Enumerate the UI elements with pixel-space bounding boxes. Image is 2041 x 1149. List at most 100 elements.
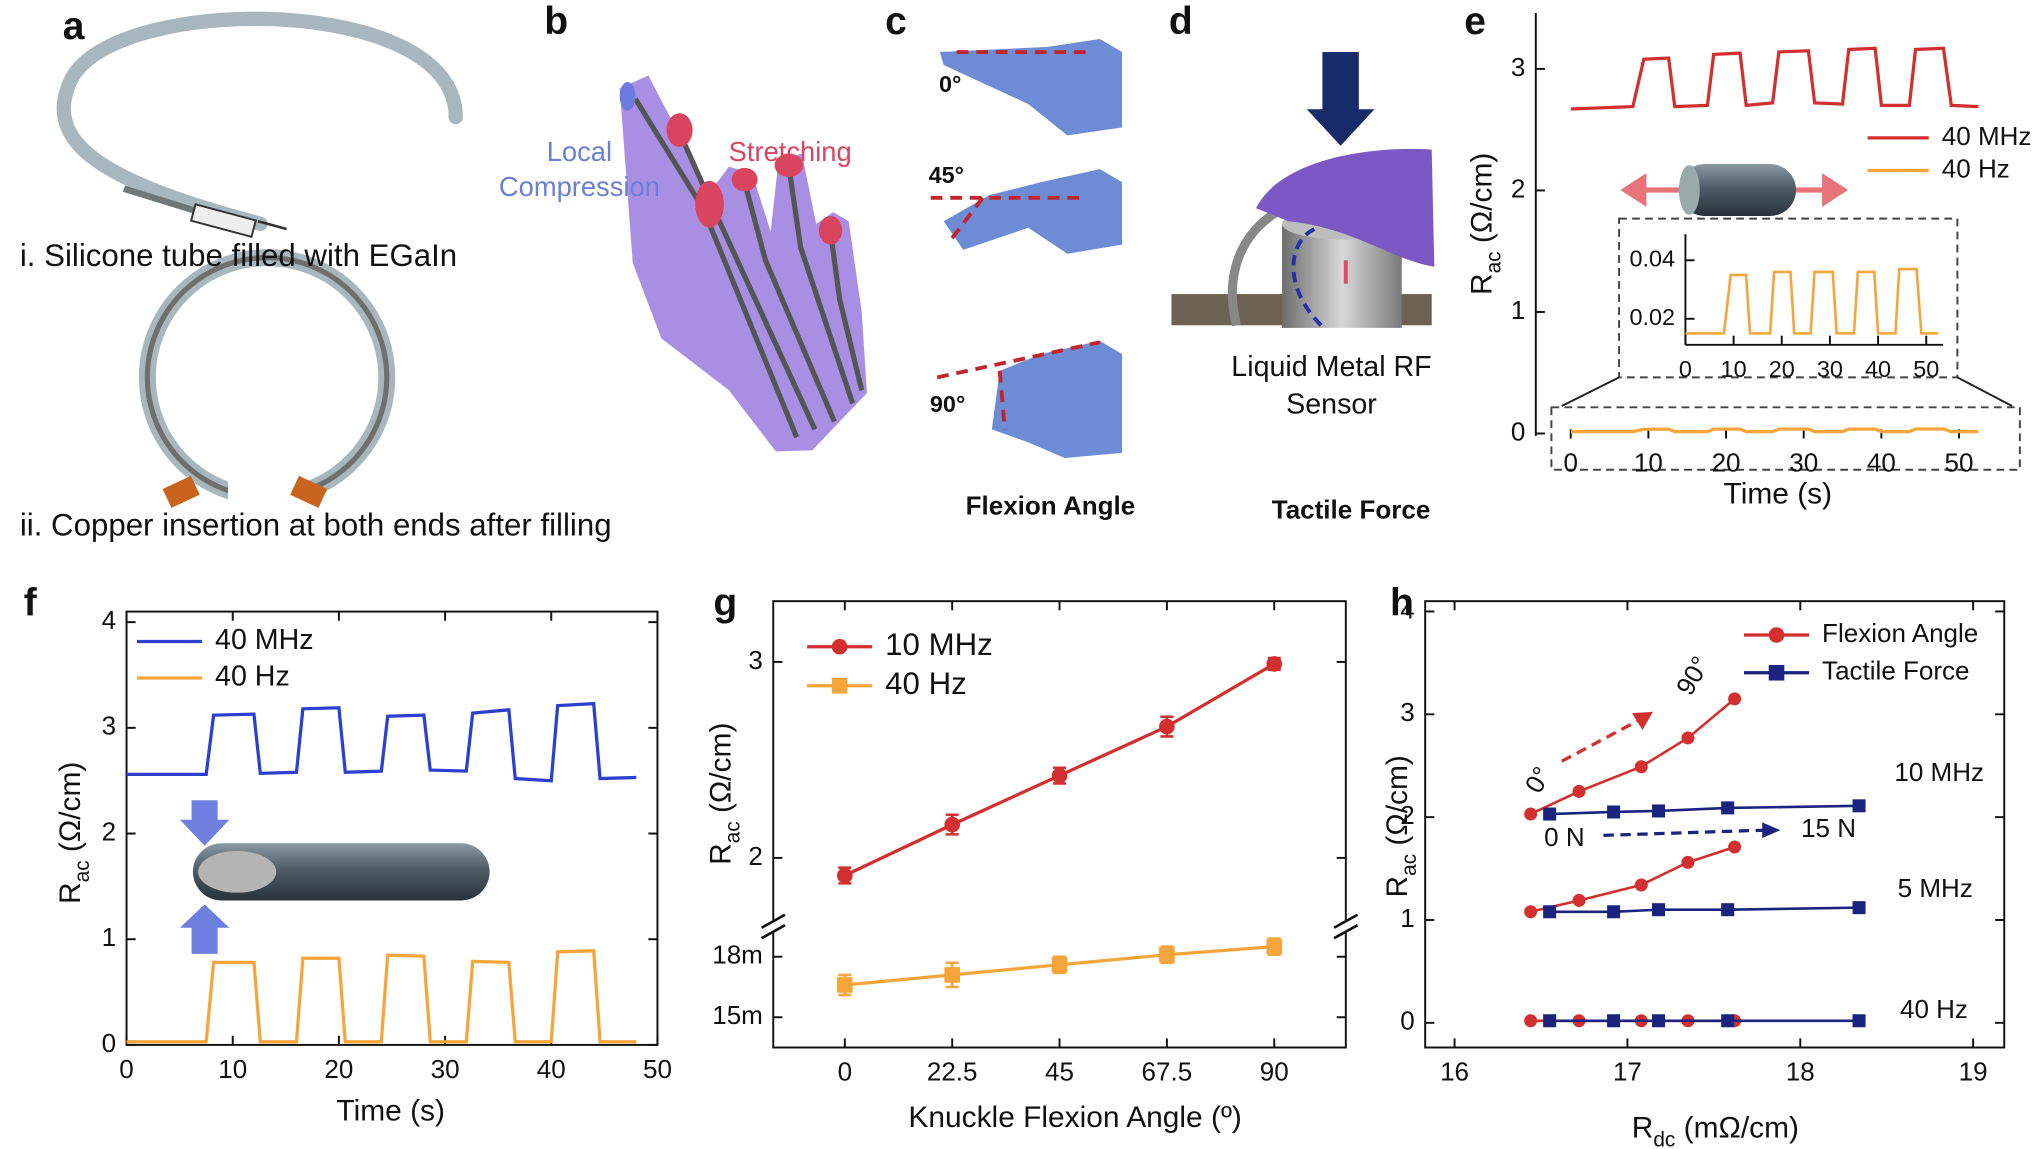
legend-label: 10 MHz [885, 627, 993, 662]
label-part: R [1381, 876, 1414, 898]
marker [837, 867, 853, 884]
axis-break-mark [1333, 924, 1359, 940]
y-tick-label: 2 [102, 816, 116, 846]
shape [774, 153, 804, 177]
shape [179, 904, 230, 954]
inset-box [1618, 217, 1959, 379]
marker [1852, 901, 1866, 915]
y-tick-label: 1 [102, 922, 116, 952]
label-part: (mΩ/cm) [1675, 1111, 1799, 1144]
y-tick-label: 0 [102, 1028, 116, 1058]
shape [827, 231, 865, 391]
x-tick-label: 10 [218, 1054, 247, 1084]
y-axis-label: Rac (Ω/cm) [704, 723, 744, 865]
shape [666, 113, 693, 148]
shape [742, 181, 837, 423]
x-tick-label: 90 [1260, 1056, 1289, 1086]
label-part: ac [722, 821, 745, 843]
shape [1783, 173, 1849, 207]
marker [1721, 903, 1735, 917]
label-part: dc [1653, 1128, 1675, 1149]
shape [948, 196, 985, 242]
marker [1607, 1014, 1621, 1028]
legend-label: 40 Hz [215, 661, 290, 693]
caption: i. Silicone tube filled with EGaIn [20, 238, 457, 273]
panel-label: g [713, 581, 737, 624]
x-axis-label: Time (s) [336, 1094, 445, 1127]
x-tick-label: 20 [1769, 356, 1795, 382]
shape [666, 113, 843, 245]
x-tick-label: 30 [1789, 447, 1818, 477]
x-axis-label: Time (s) [1724, 478, 1833, 511]
y-tick-label: 0.02 [1629, 304, 1675, 330]
shape [1678, 163, 1797, 217]
shape [162, 475, 200, 508]
y-axis-label: Rac (Ω/cm) [1466, 153, 1506, 295]
shape [991, 340, 1122, 459]
marker [1572, 784, 1586, 798]
x-tick-label: 16 [1440, 1056, 1469, 1086]
y-tick-label: 3 [1511, 52, 1525, 82]
marker [1852, 799, 1866, 813]
x-tick-label: 40 [1865, 356, 1891, 382]
annotation: 90° [1670, 651, 1716, 700]
marker [1681, 731, 1695, 745]
shape [619, 81, 636, 111]
shape [1306, 109, 1375, 146]
shape [997, 370, 1007, 430]
series-line [1530, 697, 1736, 816]
hand-illustration [619, 75, 867, 452]
label-part: ac [71, 860, 94, 882]
y-tick-label: 4 [102, 605, 116, 635]
annotation: Stretching [729, 136, 852, 167]
label-part: R [704, 843, 737, 865]
y-tick-label: 0 [1511, 416, 1525, 446]
angle-label: 0° [939, 71, 961, 97]
y-tick-label: 0 [1400, 1006, 1414, 1036]
marker [1652, 804, 1666, 818]
marker [1652, 1014, 1666, 1028]
y-axis-label: Rac (Ω/cm) [54, 762, 94, 904]
label-part: R [54, 882, 87, 904]
panel-label: f [24, 581, 38, 624]
axis-break-mark [760, 913, 786, 929]
marker [1266, 656, 1283, 672]
annotation: Compression [499, 171, 660, 202]
marker [1159, 718, 1175, 735]
caption: ii. Copper insertion at both ends after … [20, 507, 612, 542]
label-part: (Ω/cm) [1381, 755, 1414, 854]
annotation: Liquid Metal RF [1231, 351, 1431, 383]
shape [290, 475, 328, 508]
shape [56, 11, 463, 231]
shape [198, 851, 277, 893]
shape [943, 169, 1122, 254]
x-tick-label: 19 [1959, 1056, 1988, 1086]
marker [1524, 1014, 1538, 1028]
angle-label: 90° [930, 391, 965, 417]
shape [189, 203, 258, 238]
series-line [1570, 427, 1979, 434]
y-tick-label: 3 [1400, 697, 1414, 727]
series-line [1530, 845, 1736, 914]
legend-marker [1768, 664, 1785, 681]
panel-label: h [1390, 581, 1414, 624]
x-tick-label: 50 [1913, 356, 1939, 382]
shape [122, 185, 197, 214]
y-axis-label: Rac (Ω/cm) [1381, 755, 1421, 897]
marker [1728, 692, 1742, 706]
shape [179, 800, 230, 846]
glove-illustration [930, 39, 1122, 459]
x-tick-label: 67.5 [1142, 1056, 1193, 1086]
marker [1543, 1014, 1557, 1028]
series-line [1685, 267, 1939, 335]
panel-label: d [1169, 0, 1193, 43]
x-tick-label: 50 [643, 1054, 672, 1084]
x-tick-label: 30 [1817, 356, 1843, 382]
x-tick-label: 0 [838, 1056, 852, 1086]
y-tick-label: 15m [712, 1000, 763, 1030]
label-part: ac [1483, 251, 1506, 273]
compress-illustration [179, 800, 490, 954]
force-illustration [1171, 52, 1435, 328]
y-tick-label: 2 [748, 841, 762, 871]
